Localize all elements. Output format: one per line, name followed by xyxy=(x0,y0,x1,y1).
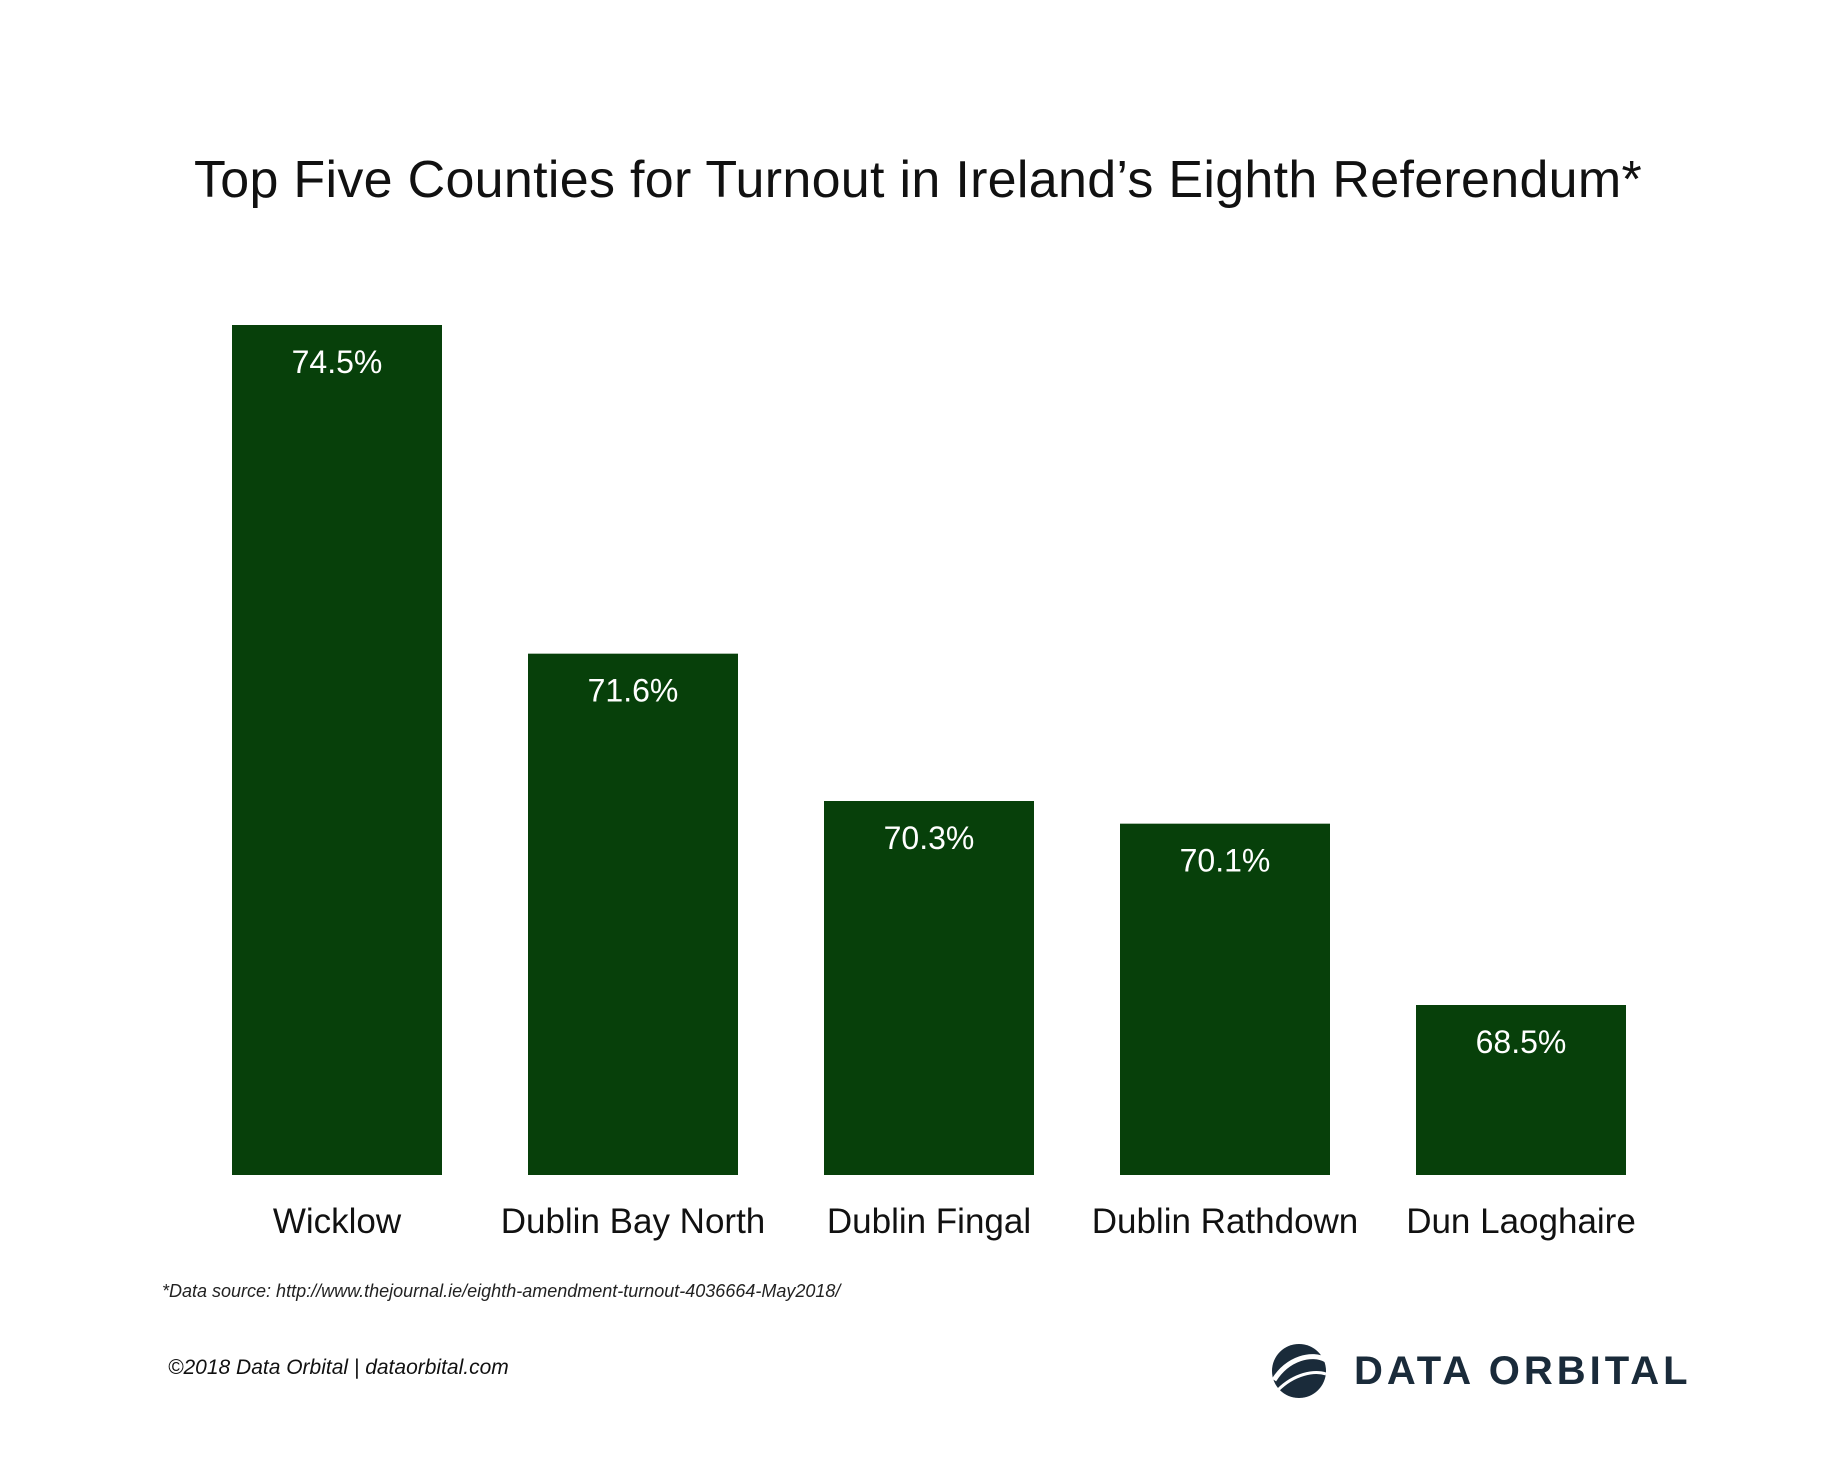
bar-dublin-rathdown xyxy=(1120,823,1330,1175)
bar-value-label: 71.6% xyxy=(588,673,679,709)
data-source-note: *Data source: http://www.thejournal.ie/e… xyxy=(162,1281,841,1301)
copyright-footer: ©2018 Data Orbital | dataorbital.com xyxy=(168,1356,509,1379)
bar-wicklow xyxy=(232,325,442,1175)
bar-value-label: 70.1% xyxy=(1180,843,1271,879)
bar-dun-laoghaire xyxy=(1416,1005,1626,1175)
chart-title: Top Five Counties for Turnout in Ireland… xyxy=(193,151,1643,209)
orbital-globe-icon xyxy=(1271,1344,1328,1398)
bar-dublin-bay-north xyxy=(528,653,738,1175)
brand-name: DATA ORBITAL xyxy=(1354,1348,1692,1393)
category-label: Dun Laoghaire xyxy=(1406,1202,1636,1241)
bar-value-label: 74.5% xyxy=(292,344,383,380)
bar-value-label: 68.5% xyxy=(1476,1024,1567,1060)
category-label: Dublin Fingal xyxy=(827,1202,1031,1241)
category-label: Wicklow xyxy=(273,1202,402,1241)
labels-layer: 74.5% Wicklow 71.6% Dublin Bay North 70.3% Du… xyxy=(273,344,1636,1241)
brand-logo-group: DATA ORBITAL xyxy=(1268,1336,1692,1406)
category-label: Dublin Bay North xyxy=(501,1202,766,1241)
bar-dublin-fingal xyxy=(824,801,1034,1175)
bar-value-label: 70.3% xyxy=(884,820,975,856)
bars-layer xyxy=(232,325,1626,1175)
category-label: Dublin Rathdown xyxy=(1092,1202,1359,1241)
